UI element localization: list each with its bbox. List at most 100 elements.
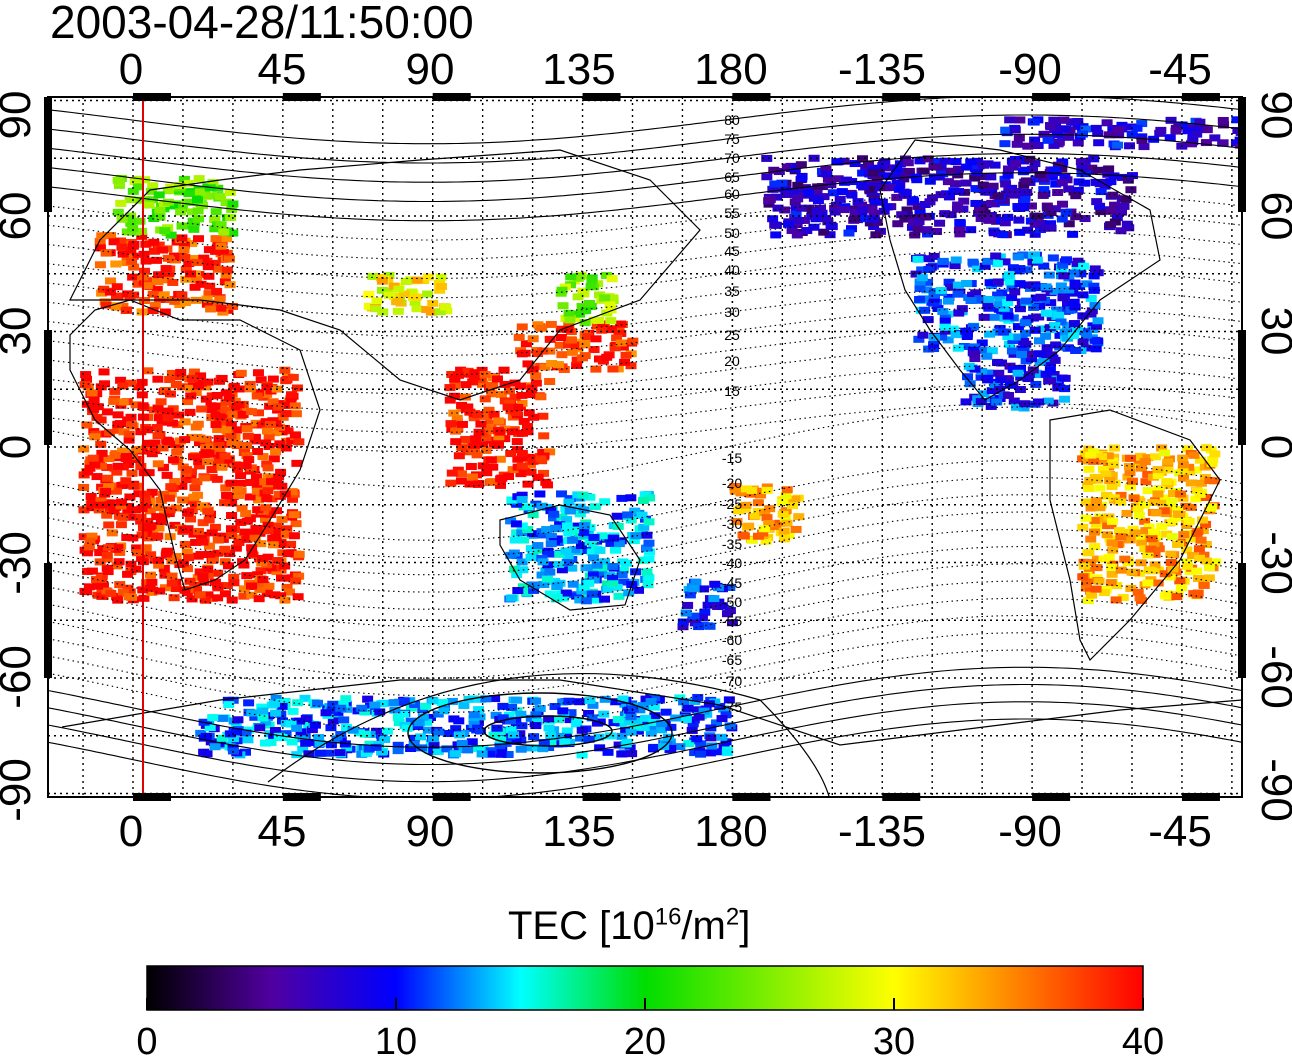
tec-cell bbox=[1101, 491, 1113, 499]
tec-cell bbox=[270, 522, 282, 530]
contour-line bbox=[48, 133, 1242, 183]
contour-label: -70 bbox=[722, 673, 742, 689]
top-lon-label: 180 bbox=[694, 45, 767, 94]
tec-cell bbox=[223, 255, 235, 263]
tec-cell bbox=[914, 209, 926, 217]
tec-cell bbox=[121, 533, 133, 541]
tec-cell bbox=[411, 293, 423, 301]
contour-loop bbox=[483, 715, 613, 747]
tec-cell bbox=[763, 520, 775, 528]
tec-cell bbox=[293, 572, 305, 580]
tec-cell bbox=[916, 266, 928, 274]
tec-cell bbox=[200, 732, 212, 740]
tec-cell bbox=[195, 280, 207, 288]
tec-cell bbox=[1017, 168, 1029, 176]
tec-cell bbox=[356, 704, 368, 712]
tec-cell bbox=[548, 510, 560, 518]
tec-cell bbox=[220, 484, 232, 492]
tec-cell bbox=[576, 751, 588, 759]
contour-label: -45 bbox=[722, 575, 742, 591]
tec-cell bbox=[284, 588, 296, 596]
tec-cell bbox=[962, 373, 974, 381]
tec-cell bbox=[1200, 540, 1212, 548]
tec-cell bbox=[996, 311, 1008, 319]
tec-cell bbox=[1078, 262, 1090, 270]
tec-cell bbox=[929, 334, 941, 342]
tec-cell bbox=[279, 562, 291, 570]
tec-cell bbox=[1092, 166, 1104, 174]
tec-cell bbox=[584, 493, 596, 501]
tec-cell bbox=[268, 733, 280, 741]
tec-cell bbox=[267, 398, 279, 406]
tec-cell bbox=[976, 339, 988, 347]
tec-cell bbox=[456, 739, 468, 747]
tec-cell bbox=[783, 531, 795, 539]
tec-cell bbox=[1116, 121, 1128, 129]
tec-cell bbox=[571, 720, 583, 728]
tec-cell bbox=[157, 444, 169, 452]
tec-cell bbox=[936, 333, 948, 341]
tec-cell bbox=[180, 275, 192, 283]
tec-cell bbox=[561, 516, 573, 524]
tec-cell bbox=[1020, 329, 1032, 337]
tec-cell bbox=[1194, 456, 1206, 464]
tec-cell bbox=[600, 271, 612, 279]
tec-cell bbox=[162, 254, 174, 262]
tec-cell bbox=[643, 539, 655, 547]
tec-cell bbox=[487, 463, 499, 471]
tec-cell bbox=[219, 545, 231, 553]
tec-cell bbox=[1231, 116, 1242, 124]
tec-cell bbox=[583, 735, 595, 743]
tec-cell bbox=[1088, 272, 1100, 280]
tec-cell bbox=[1000, 126, 1012, 134]
tec-cell bbox=[262, 487, 274, 495]
tec-cell bbox=[184, 408, 196, 416]
tec-cell bbox=[270, 448, 282, 456]
tec-cell bbox=[450, 725, 462, 733]
tec-cell bbox=[1187, 134, 1199, 142]
tec-cell bbox=[194, 188, 206, 196]
tec-cell bbox=[970, 185, 982, 193]
tec-cell bbox=[227, 200, 239, 208]
tec-cell bbox=[176, 482, 188, 490]
tec-cell bbox=[156, 418, 168, 426]
tec-cell bbox=[182, 508, 194, 516]
tec-cell bbox=[516, 722, 528, 730]
tec-cell bbox=[253, 409, 265, 417]
tec-cell bbox=[999, 175, 1011, 183]
tec-cell bbox=[648, 725, 660, 733]
tec-cell bbox=[711, 719, 723, 727]
tec-cell bbox=[952, 344, 964, 352]
tec-cell bbox=[1014, 228, 1026, 236]
tec-cell bbox=[287, 495, 299, 503]
tec-cell bbox=[583, 710, 595, 718]
tec-cell bbox=[721, 610, 733, 618]
tec-cell bbox=[262, 521, 274, 529]
tec-cell bbox=[580, 597, 592, 605]
tec-cell bbox=[452, 466, 464, 474]
tec-cell bbox=[127, 453, 139, 461]
tec-cell bbox=[947, 325, 959, 333]
tec-cell bbox=[1018, 188, 1030, 196]
tec-cell bbox=[1174, 577, 1186, 585]
tec-cell bbox=[1073, 178, 1085, 186]
tec-cell bbox=[456, 444, 468, 452]
tec-cell bbox=[776, 179, 788, 187]
frame-tick bbox=[1032, 793, 1071, 801]
tec-cell bbox=[142, 517, 154, 525]
tec-cell bbox=[486, 478, 498, 486]
bottom-lon-label: 135 bbox=[542, 807, 615, 856]
tec-cell bbox=[779, 535, 791, 543]
tec-cell bbox=[289, 431, 301, 439]
tec-cell bbox=[1135, 464, 1147, 472]
tec-cell bbox=[576, 303, 588, 311]
tec-cell bbox=[398, 290, 410, 298]
tec-cell bbox=[293, 550, 305, 558]
tec-cell bbox=[191, 433, 203, 441]
tec-cell bbox=[240, 461, 252, 469]
tec-cell bbox=[200, 444, 212, 452]
tec-cell bbox=[1161, 478, 1173, 486]
tec-cell bbox=[261, 427, 273, 435]
tec-cell bbox=[424, 714, 436, 722]
top-lon-label: 135 bbox=[542, 45, 615, 94]
